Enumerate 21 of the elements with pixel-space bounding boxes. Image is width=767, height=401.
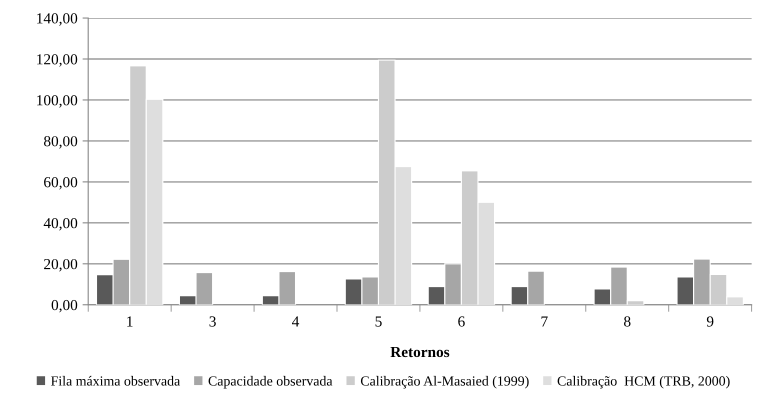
x-tick-label: 5 <box>376 316 382 327</box>
y-tick-label: 60,00 <box>44 177 78 190</box>
legend-label: Calibração Al-Masaied (1999) <box>360 376 529 388</box>
x-tick-label: 3 <box>210 316 216 327</box>
y-tick-label: 20,00 <box>44 258 78 272</box>
legend-label: Fila máxima observada <box>51 376 180 386</box>
x-axis-title: Retornos <box>390 346 450 358</box>
y-tick-label: 0,00 <box>52 300 78 312</box>
y-tick-label: 120,00 <box>37 54 78 67</box>
y-tick-label: 80,00 <box>44 136 78 149</box>
legend-label: Capacidade observada <box>208 376 332 388</box>
x-tick-label: 9 <box>706 316 714 327</box>
legend-label: Calibração HCM (TRB, 2000) <box>558 376 730 388</box>
y-tick-label: 140,00 <box>37 13 78 26</box>
x-tick-label: 7 <box>542 316 548 326</box>
y-tick-label: 40,00 <box>44 218 78 230</box>
x-tick-label: 1 <box>127 316 133 326</box>
y-tick-label: 100,00 <box>37 95 78 108</box>
x-tick-label: 4 <box>292 316 300 326</box>
x-tick-label: 8 <box>624 316 630 327</box>
x-tick-label: 6 <box>458 316 465 327</box>
